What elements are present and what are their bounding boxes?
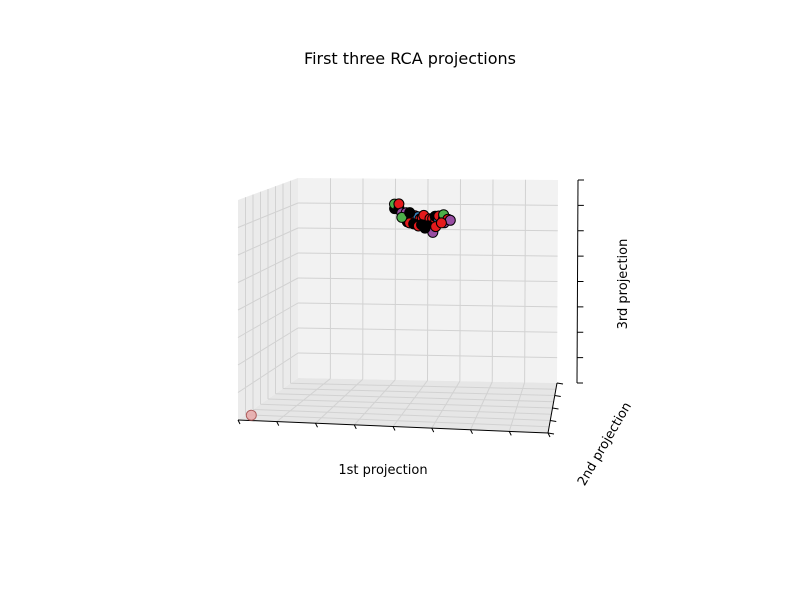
grid-line: [275, 393, 554, 403]
grid-line: [524, 179, 526, 383]
z-axis-label: 3rd projection: [616, 239, 631, 330]
x-axis-label: 1st projection: [338, 463, 427, 478]
x-tick: [315, 423, 318, 428]
x-tick: [392, 426, 396, 431]
y-tick: [554, 395, 561, 397]
x-tick: [353, 424, 357, 430]
grid-line: [297, 277, 558, 282]
x-tick: [470, 429, 473, 434]
axes-ticks: [237, 179, 584, 438]
grid-line: [237, 252, 299, 283]
x-tick: [431, 427, 435, 433]
y-axis-label: 2nd projection: [575, 400, 635, 489]
axes-grid: [237, 178, 579, 434]
grid-line: [290, 382, 556, 390]
chart-title: First three RCA projections: [304, 49, 516, 68]
data-point: [245, 409, 257, 421]
data-point: [393, 198, 405, 210]
x-tick: [237, 419, 241, 425]
scatter-points: [245, 198, 456, 421]
x-tick: [276, 421, 280, 426]
data-point: [404, 207, 416, 219]
grid-line: [267, 398, 553, 409]
x-tick: [547, 432, 551, 438]
y-tick: [550, 420, 557, 422]
data-point: [419, 222, 431, 234]
grid-line: [431, 380, 461, 429]
grid-line: [491, 179, 494, 382]
grid-line: [508, 382, 526, 432]
y-tick: [552, 407, 559, 410]
y-tick: [547, 432, 555, 435]
grid-line: [459, 179, 461, 382]
grid-line: [237, 227, 299, 256]
grid-line: [237, 202, 299, 228]
data-point: [396, 211, 408, 223]
y-tick: [556, 382, 564, 385]
grid-line: [470, 381, 493, 430]
x-tick: [508, 431, 512, 436]
grid-line: [282, 388, 555, 396]
floor-pane: [238, 378, 557, 433]
grid-line: [297, 252, 558, 257]
data-point: [435, 217, 447, 229]
grid-line: [297, 202, 558, 206]
